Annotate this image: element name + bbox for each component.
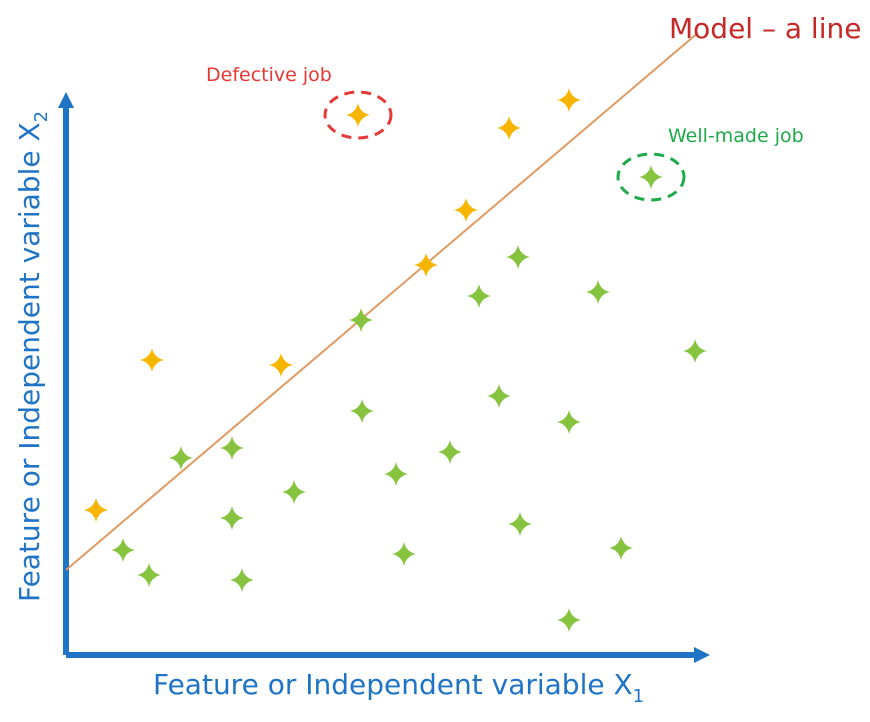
x-axis-title: Feature or Independent variable X1 xyxy=(153,668,644,707)
defective-job-point-4 xyxy=(346,103,370,127)
defective-job-point-2 xyxy=(140,348,164,372)
y-axis-title-main: Feature or Independent variable X xyxy=(13,122,46,602)
well-made-job-point-16 xyxy=(508,512,532,536)
well-made-job-point-13 xyxy=(467,284,491,308)
defective-highlight-circle xyxy=(323,90,393,140)
well-made-job-point-11 xyxy=(392,542,416,566)
wellmade-label: Well-made job xyxy=(668,125,804,147)
well-made-job-point-7 xyxy=(282,480,306,504)
well-made-job-point-18 xyxy=(557,608,581,632)
well-made-job-point-22 xyxy=(683,339,707,363)
well-made-job-point-4 xyxy=(220,436,244,460)
defective-label: Defective job xyxy=(206,64,332,86)
well-made-job-point-21 xyxy=(639,165,663,189)
well-made-job-point-3 xyxy=(169,446,193,470)
wellmade-highlight-circle xyxy=(616,152,686,202)
well-made-job-point-20 xyxy=(609,536,633,560)
y-axis-title-subscript: 2 xyxy=(31,111,52,122)
defective-job-point-6 xyxy=(454,198,478,222)
y-axis-arrowhead xyxy=(58,92,74,108)
defective-job-point-1 xyxy=(84,498,108,522)
x-axis-title-main: Feature or Independent variable X xyxy=(153,668,633,701)
well-made-job-point-17 xyxy=(557,410,581,434)
model-label: Model – a line xyxy=(669,12,861,45)
well-made-job-point-5 xyxy=(220,506,244,530)
defective-job-point-7 xyxy=(497,116,521,140)
well-made-job-point-15 xyxy=(506,245,530,269)
model-line xyxy=(65,33,697,571)
defective-job-point-3 xyxy=(269,353,293,377)
well-made-job-point-10 xyxy=(384,462,408,486)
x-axis-arrowhead xyxy=(694,647,710,663)
well-made-job-point-8 xyxy=(349,308,373,332)
well-made-job-point-2 xyxy=(137,563,161,587)
defective-job-point-8 xyxy=(557,88,581,112)
well-made-job-point-1 xyxy=(111,538,135,562)
well-made-job-point-19 xyxy=(586,280,610,304)
well-made-job-point-12 xyxy=(438,440,462,464)
scatter-points xyxy=(84,88,707,632)
x-axis-title-subscript: 1 xyxy=(633,686,644,707)
defective-job-point-5 xyxy=(414,253,438,277)
y-axis-title: Feature or Independent variable X2 xyxy=(13,111,52,602)
well-made-job-point-6 xyxy=(230,568,254,592)
well-made-job-point-14 xyxy=(487,384,511,408)
well-made-job-point-9 xyxy=(350,399,374,423)
